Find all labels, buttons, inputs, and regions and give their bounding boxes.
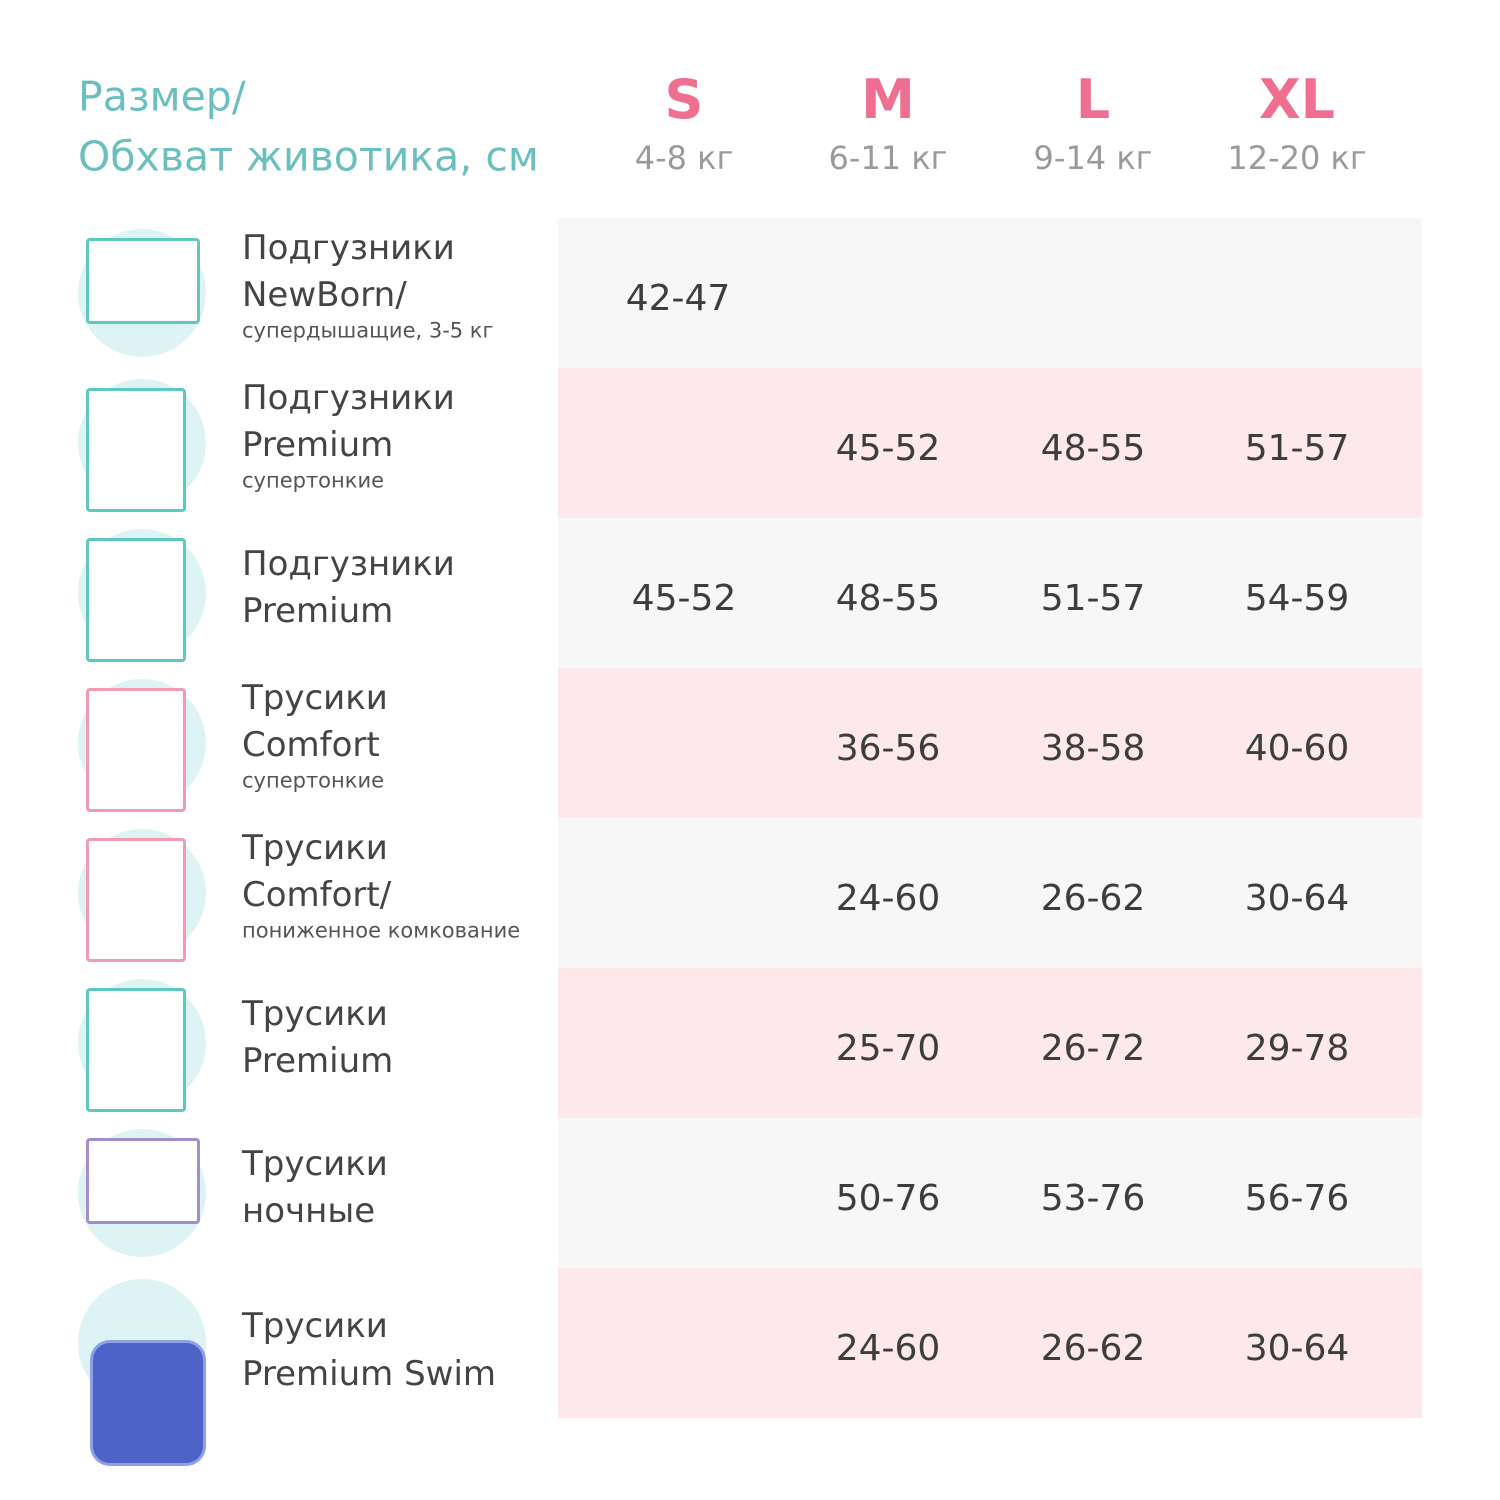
product-note: супертонкие <box>242 768 385 793</box>
size-name: S <box>664 68 704 131</box>
product-pack <box>86 388 186 512</box>
girth-range: 42-47 <box>625 278 731 319</box>
product-name: Трусики <box>242 994 388 1034</box>
size-name: L <box>1075 68 1111 131</box>
row-background <box>558 368 1422 518</box>
product-name: Трусики <box>242 828 388 868</box>
product-pack <box>86 1138 200 1224</box>
girth-range: 26-72 <box>1040 1028 1146 1069</box>
girth-range: 51-57 <box>1040 578 1146 619</box>
product-name: Подгузники <box>242 544 455 584</box>
product-name: Подгузники <box>242 378 455 418</box>
girth-range: 36-56 <box>835 728 941 769</box>
product-name: Premium <box>242 591 394 631</box>
row-background <box>558 968 1422 1118</box>
size-weight: 12-20 кг <box>1227 139 1367 177</box>
product-note: пониженное комкование <box>242 918 521 943</box>
product-pack <box>90 1340 206 1466</box>
girth-range: 30-64 <box>1244 1328 1350 1369</box>
product-name: ночные <box>242 1191 376 1231</box>
girth-range: 29-78 <box>1244 1028 1350 1069</box>
girth-range: 45-52 <box>835 428 941 469</box>
product-note: супертонкие <box>242 468 385 493</box>
product-name: Premium Swim <box>242 1354 497 1394</box>
girth-range: 24-60 <box>835 878 941 919</box>
girth-range: 54-59 <box>1244 578 1350 619</box>
title-line: Обхват животика, см <box>78 132 539 181</box>
girth-range: 50-76 <box>835 1178 941 1219</box>
product-name: Premium <box>242 1041 394 1081</box>
product-pack <box>86 688 186 812</box>
girth-range: 38-58 <box>1040 728 1146 769</box>
row-background <box>558 818 1422 968</box>
girth-range: 53-76 <box>1040 1178 1146 1219</box>
girth-range: 56-76 <box>1244 1178 1350 1219</box>
product-name: Подгузники <box>242 228 455 268</box>
product-pack <box>86 238 200 324</box>
product-name: Трусики <box>242 1306 388 1346</box>
size-name: M <box>861 68 915 131</box>
row-background <box>558 668 1422 818</box>
product-pack <box>86 988 186 1112</box>
girth-range: 45-52 <box>631 578 737 619</box>
product-name: Comfort <box>242 725 380 765</box>
product-note: супердышащие, 3-5 кг <box>242 318 494 343</box>
girth-range: 25-70 <box>835 1028 941 1069</box>
row-background <box>558 1118 1422 1268</box>
girth-range: 40-60 <box>1244 728 1350 769</box>
product-name: Comfort/ <box>242 875 392 915</box>
size-name: XL <box>1258 68 1336 131</box>
girth-range: 48-55 <box>1040 428 1146 469</box>
row-background <box>558 518 1422 668</box>
title-line: Размер/ <box>78 72 246 121</box>
product-name: Трусики <box>242 678 388 718</box>
product-pack <box>86 538 186 662</box>
girth-range: 24-60 <box>835 1328 941 1369</box>
girth-range: 51-57 <box>1244 428 1350 469</box>
girth-range: 26-62 <box>1040 878 1146 919</box>
product-name: Premium <box>242 425 394 465</box>
size-weight: 6-11 кг <box>828 139 948 177</box>
size-weight: 9-14 кг <box>1033 139 1153 177</box>
girth-range: 30-64 <box>1244 878 1350 919</box>
product-name: NewBorn/ <box>242 275 407 315</box>
size-weight: 4-8 кг <box>634 139 734 177</box>
row-background <box>558 1268 1422 1418</box>
product-pack <box>86 838 186 962</box>
row-background <box>558 218 1422 368</box>
girth-range: 48-55 <box>835 578 941 619</box>
girth-range: 26-62 <box>1040 1328 1146 1369</box>
product-name: Трусики <box>242 1144 388 1184</box>
